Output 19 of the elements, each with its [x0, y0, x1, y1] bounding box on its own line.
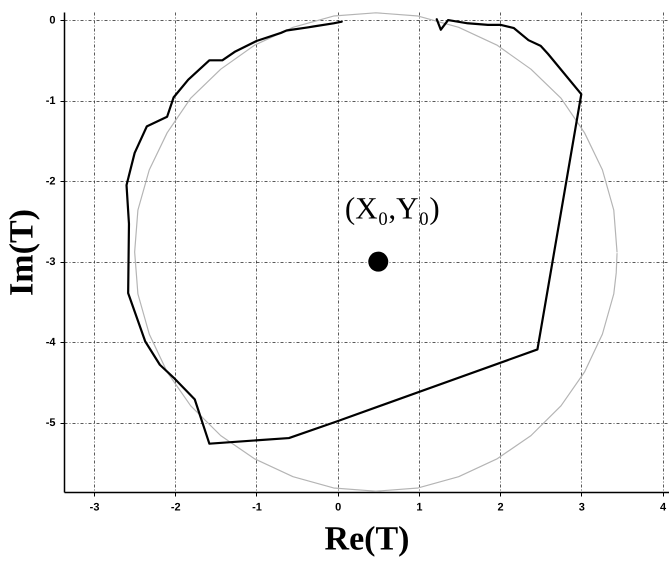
x-tick-label: 0	[335, 502, 342, 514]
y-tick-label: -3	[46, 256, 56, 268]
x-tick-label: -1	[252, 502, 262, 514]
line-series	[134, 12, 618, 492]
x-tick-label: -2	[170, 502, 181, 514]
x-axis-title: Re(T)	[324, 520, 410, 558]
x-tick-label: 4	[660, 502, 667, 514]
y-tick-label: 0	[49, 14, 56, 27]
x-tick-label: 1	[416, 502, 422, 514]
x-tick-label: 2	[498, 502, 504, 514]
x-tick-label: -3	[90, 502, 100, 514]
line-series	[125, 18, 582, 445]
annotation: (X₀,Y₀)	[344, 190, 440, 226]
y-tick-label: -5	[46, 417, 56, 430]
x-tick-label: 3	[578, 502, 585, 514]
y-axis-title: Im(T)	[4, 209, 41, 296]
y-tick-label: -1	[46, 95, 56, 108]
y-tick-label: -2	[46, 176, 56, 188]
y-tick-label: -4	[46, 336, 56, 349]
